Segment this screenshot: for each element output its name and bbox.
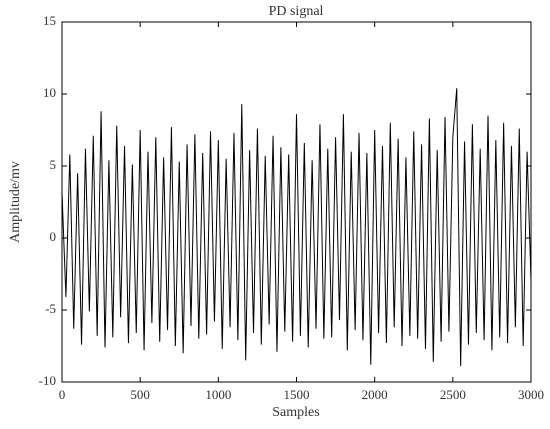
x-tick-label: 0 xyxy=(59,387,66,402)
chart-title: PD signal xyxy=(269,4,324,19)
x-tick-label: 1500 xyxy=(284,387,310,402)
x-axis-label: Samples xyxy=(272,405,319,420)
x-tick-label: 3000 xyxy=(518,387,544,402)
y-tick-label: 5 xyxy=(50,157,57,172)
y-tick-label: 15 xyxy=(43,13,56,28)
x-tick-label: 500 xyxy=(130,387,150,402)
y-tick-label: 0 xyxy=(50,229,57,244)
x-tick-label: 2000 xyxy=(362,387,388,402)
y-tick-label: 10 xyxy=(43,85,56,100)
plot-frame xyxy=(61,21,532,383)
signal-line xyxy=(61,88,532,367)
y-axis-label: Amplitude/mv xyxy=(8,161,23,243)
y-tick-label: -5 xyxy=(45,301,56,316)
x-tick-label: 2500 xyxy=(440,387,466,402)
x-tick-label: 1000 xyxy=(205,387,231,402)
y-tick-label: -10 xyxy=(39,373,56,388)
